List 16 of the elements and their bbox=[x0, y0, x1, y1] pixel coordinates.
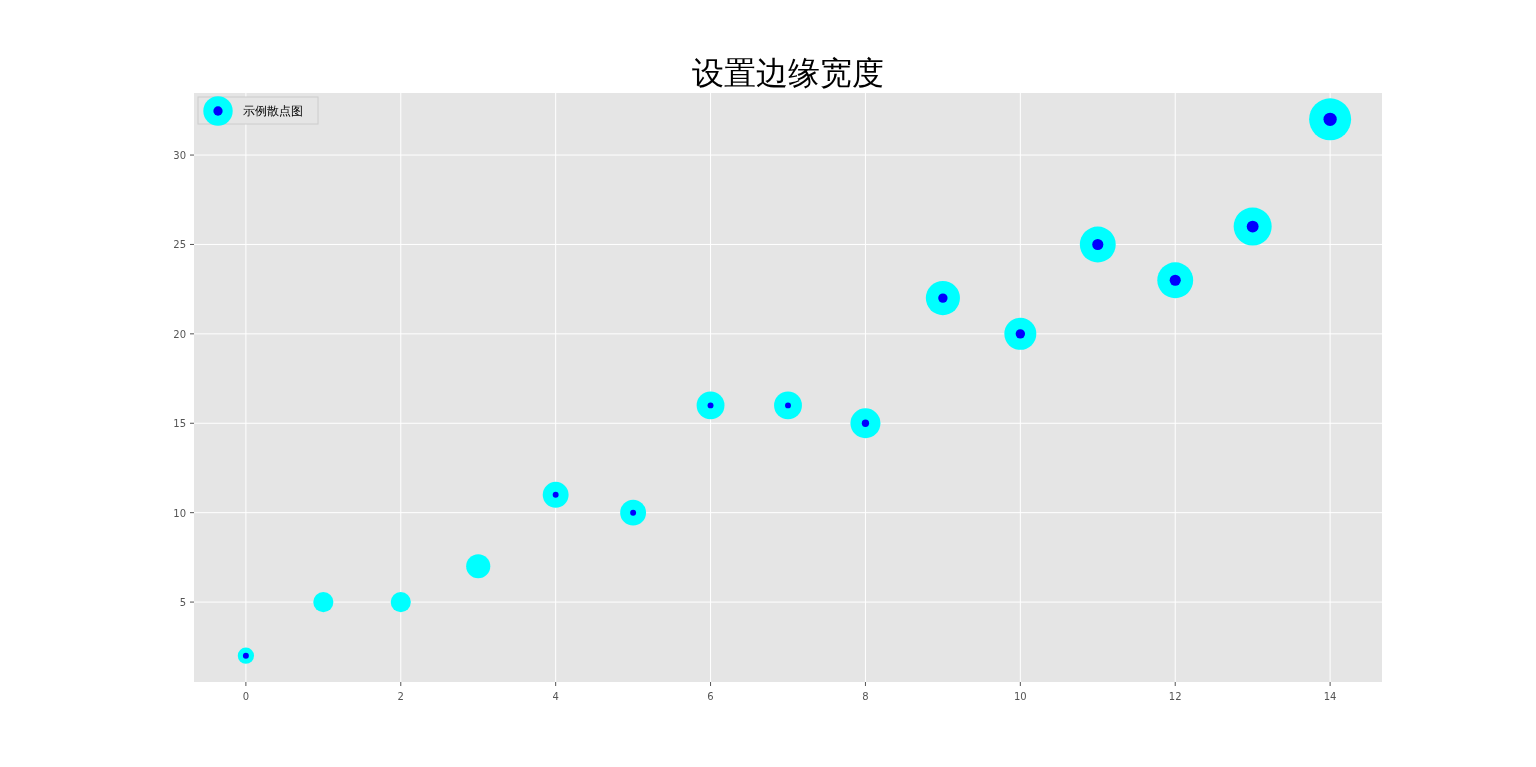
x-tick-label: 8 bbox=[862, 691, 869, 702]
y-tick-label: 20 bbox=[173, 328, 186, 340]
x-tick-label: 6 bbox=[707, 691, 714, 702]
x-tick-label: 4 bbox=[552, 691, 559, 702]
y-tick-label: 10 bbox=[173, 507, 186, 519]
y-tick-label: 30 bbox=[173, 150, 186, 162]
x-tick-label: 10 bbox=[1013, 691, 1027, 702]
x-tick-label: 14 bbox=[1323, 691, 1337, 702]
y-tick-label: 25 bbox=[173, 239, 186, 251]
legend: 示例散点图 bbox=[197, 96, 319, 126]
y-tick-label: 5 bbox=[179, 597, 186, 609]
chart-title: 设置边缘宽度 bbox=[692, 54, 884, 92]
y-tick-label: 15 bbox=[173, 418, 186, 430]
x-tick-label: 12 bbox=[1168, 691, 1182, 702]
x-tick-label: 0 bbox=[242, 691, 250, 702]
x-tick-label: 2 bbox=[397, 691, 404, 702]
